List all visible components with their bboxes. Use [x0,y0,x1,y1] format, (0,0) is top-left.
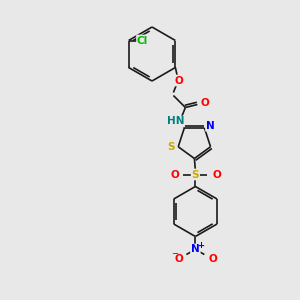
Text: −: − [171,249,178,258]
Text: O: O [200,98,209,109]
Text: O: O [174,254,183,265]
Text: O: O [170,169,179,179]
Text: N: N [191,244,200,254]
Text: S: S [167,142,175,152]
Text: O: O [208,254,217,265]
Text: N: N [206,121,215,131]
Text: O: O [212,169,221,179]
Text: S: S [192,169,199,179]
Text: HN: HN [167,116,184,127]
Text: +: + [197,241,204,250]
Text: O: O [174,76,183,85]
Text: Cl: Cl [137,35,148,46]
